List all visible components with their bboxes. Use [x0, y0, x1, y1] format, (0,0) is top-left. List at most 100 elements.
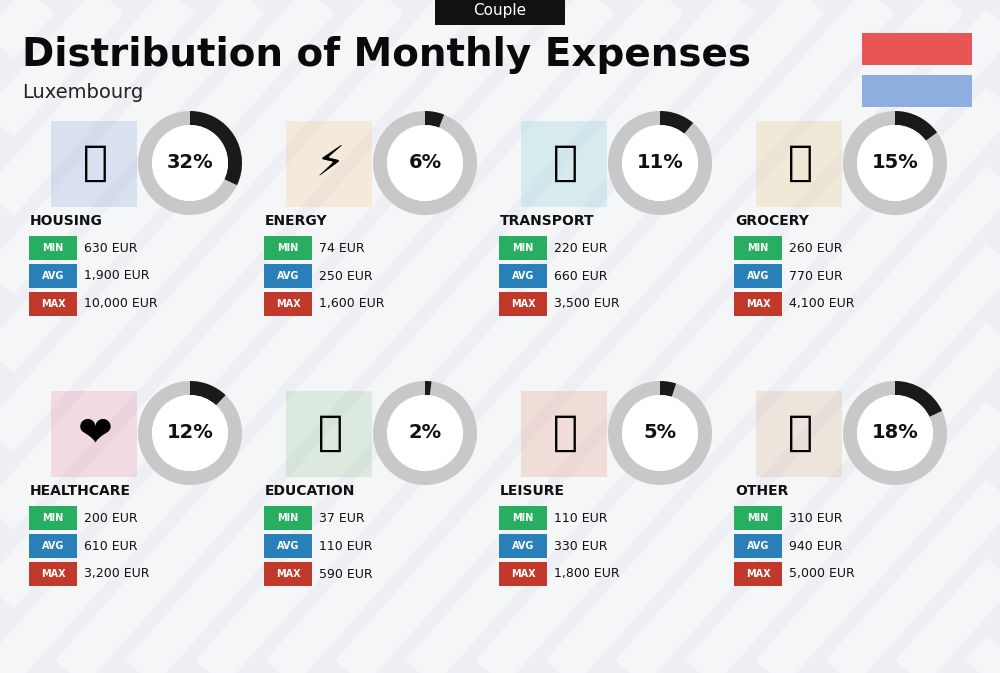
Text: 940 EUR: 940 EUR — [789, 540, 842, 553]
Text: EDUCATION: EDUCATION — [265, 484, 355, 498]
Text: GROCERY: GROCERY — [735, 214, 809, 228]
Text: Distribution of Monthly Expenses: Distribution of Monthly Expenses — [22, 36, 751, 74]
Circle shape — [622, 395, 698, 471]
Text: 260 EUR: 260 EUR — [789, 242, 842, 254]
Text: MIN: MIN — [512, 513, 534, 523]
FancyBboxPatch shape — [264, 506, 312, 530]
FancyBboxPatch shape — [435, 0, 565, 25]
Text: AVG: AVG — [277, 541, 299, 551]
Wedge shape — [895, 111, 937, 141]
Text: 1,800 EUR: 1,800 EUR — [554, 567, 620, 581]
FancyBboxPatch shape — [499, 562, 547, 586]
Text: 250 EUR: 250 EUR — [319, 269, 373, 283]
Text: 2%: 2% — [408, 423, 442, 443]
Text: MAX: MAX — [276, 569, 300, 579]
Text: 🛍: 🛍 — [552, 412, 578, 454]
FancyBboxPatch shape — [862, 75, 972, 107]
Circle shape — [622, 125, 698, 201]
Text: ENERGY: ENERGY — [265, 214, 328, 228]
Text: AVG: AVG — [277, 271, 299, 281]
Text: OTHER: OTHER — [735, 484, 788, 498]
FancyBboxPatch shape — [734, 264, 782, 288]
Text: 5%: 5% — [643, 423, 677, 443]
Wedge shape — [895, 381, 942, 417]
Text: 15%: 15% — [872, 153, 918, 172]
Text: MIN: MIN — [277, 513, 299, 523]
FancyBboxPatch shape — [734, 534, 782, 558]
FancyBboxPatch shape — [734, 562, 782, 586]
FancyBboxPatch shape — [734, 292, 782, 316]
Text: MAX: MAX — [511, 569, 535, 579]
Text: MAX: MAX — [746, 569, 770, 579]
FancyBboxPatch shape — [499, 236, 547, 260]
Text: 3,500 EUR: 3,500 EUR — [554, 297, 620, 310]
FancyBboxPatch shape — [264, 534, 312, 558]
Circle shape — [387, 125, 463, 201]
Text: 110 EUR: 110 EUR — [554, 511, 608, 524]
Text: MIN: MIN — [512, 243, 534, 253]
Wedge shape — [190, 111, 242, 185]
Text: 610 EUR: 610 EUR — [84, 540, 138, 553]
FancyBboxPatch shape — [286, 121, 372, 207]
Wedge shape — [843, 111, 947, 215]
Circle shape — [152, 125, 228, 201]
FancyBboxPatch shape — [521, 391, 607, 477]
FancyBboxPatch shape — [521, 121, 607, 207]
FancyBboxPatch shape — [499, 264, 547, 288]
FancyBboxPatch shape — [862, 33, 972, 65]
Text: MAX: MAX — [276, 299, 300, 309]
Text: 5,000 EUR: 5,000 EUR — [789, 567, 855, 581]
Text: 4,100 EUR: 4,100 EUR — [789, 297, 854, 310]
FancyBboxPatch shape — [734, 506, 782, 530]
Text: Luxembourg: Luxembourg — [22, 83, 143, 102]
Wedge shape — [190, 381, 226, 405]
Text: 74 EUR: 74 EUR — [319, 242, 365, 254]
Wedge shape — [425, 381, 432, 395]
Text: 3,200 EUR: 3,200 EUR — [84, 567, 150, 581]
Text: 110 EUR: 110 EUR — [319, 540, 372, 553]
Text: AVG: AVG — [747, 271, 769, 281]
FancyBboxPatch shape — [286, 391, 372, 477]
Text: 220 EUR: 220 EUR — [554, 242, 608, 254]
Text: MIN: MIN — [277, 243, 299, 253]
FancyBboxPatch shape — [29, 506, 77, 530]
Text: MAX: MAX — [746, 299, 770, 309]
Text: ⚡: ⚡ — [315, 142, 345, 184]
Text: 630 EUR: 630 EUR — [84, 242, 138, 254]
Wedge shape — [660, 381, 676, 397]
Text: 330 EUR: 330 EUR — [554, 540, 608, 553]
Text: AVG: AVG — [512, 271, 534, 281]
Wedge shape — [373, 381, 477, 485]
Text: MAX: MAX — [41, 569, 65, 579]
Text: AVG: AVG — [512, 541, 534, 551]
Text: 1,600 EUR: 1,600 EUR — [319, 297, 384, 310]
FancyBboxPatch shape — [499, 506, 547, 530]
Text: 18%: 18% — [872, 423, 918, 443]
FancyBboxPatch shape — [499, 292, 547, 316]
Text: HEALTHCARE: HEALTHCARE — [30, 484, 131, 498]
Text: LEISURE: LEISURE — [500, 484, 565, 498]
Text: 200 EUR: 200 EUR — [84, 511, 138, 524]
Text: AVG: AVG — [42, 271, 64, 281]
Wedge shape — [425, 111, 444, 128]
Wedge shape — [843, 381, 947, 485]
Text: 💰: 💰 — [788, 412, 812, 454]
Text: AVG: AVG — [42, 541, 64, 551]
FancyBboxPatch shape — [499, 534, 547, 558]
Text: 37 EUR: 37 EUR — [319, 511, 365, 524]
FancyBboxPatch shape — [264, 236, 312, 260]
Circle shape — [152, 395, 228, 471]
Text: 770 EUR: 770 EUR — [789, 269, 843, 283]
Text: MAX: MAX — [41, 299, 65, 309]
Text: 12%: 12% — [167, 423, 213, 443]
Text: 6%: 6% — [408, 153, 442, 172]
Text: TRANSPORT: TRANSPORT — [500, 214, 595, 228]
Wedge shape — [138, 111, 242, 215]
Text: MIN: MIN — [747, 243, 769, 253]
Wedge shape — [373, 111, 477, 215]
Text: 🚌: 🚌 — [552, 142, 578, 184]
Wedge shape — [660, 111, 693, 134]
Circle shape — [857, 125, 933, 201]
Text: HOUSING: HOUSING — [30, 214, 103, 228]
Text: 660 EUR: 660 EUR — [554, 269, 608, 283]
